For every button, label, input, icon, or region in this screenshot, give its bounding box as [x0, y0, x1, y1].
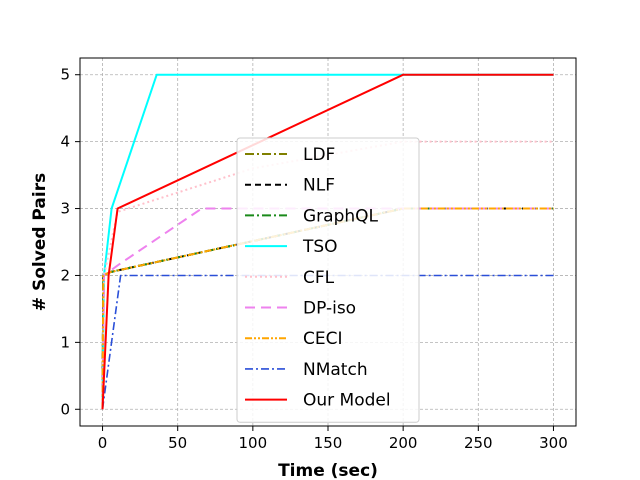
y-tick-label: 1	[60, 333, 70, 351]
y-axis-title: # Solved Pairs	[30, 173, 50, 311]
legend-label: NLF	[303, 176, 335, 196]
series-line-ceci	[101, 207, 554, 410]
y-tick-label: 4	[60, 133, 70, 151]
legend-label: GraphQL	[303, 206, 379, 226]
x-axis-title: Time (sec)	[278, 461, 378, 480]
x-tick-label: 250	[464, 434, 493, 452]
legend-label: TSO	[302, 237, 338, 257]
y-tick-label: 0	[60, 400, 70, 418]
y-tick-label: 3	[60, 200, 70, 218]
series-line-dp-iso	[101, 207, 554, 410]
legend-label: CFL	[303, 268, 335, 288]
x-tick-label: 0	[98, 434, 108, 452]
x-tick-label: 150	[314, 434, 343, 452]
axis-ticks: 0 50 100 150 200 250 300 0 1 2 3 4 5	[60, 66, 567, 452]
legend: LDF NLF GraphQL TSO CFL DP-iso CECI NMatch Our M…	[236, 137, 420, 423]
legend-box	[236, 137, 420, 423]
x-tick-label: 200	[389, 434, 418, 452]
y-tick-label: 5	[60, 66, 70, 84]
legend-label: DP-iso	[303, 299, 356, 319]
legend-label: LDF	[303, 145, 335, 165]
legend-label: NMatch	[303, 360, 368, 380]
x-tick-label: 300	[539, 434, 568, 452]
legend-label: CECI	[303, 329, 343, 349]
legend-label: Our Model	[303, 391, 391, 411]
x-tick-label: 50	[168, 434, 187, 452]
x-tick-label: 100	[239, 434, 268, 452]
series-line-our-model	[101, 73, 554, 410]
y-tick-label: 2	[60, 266, 70, 284]
